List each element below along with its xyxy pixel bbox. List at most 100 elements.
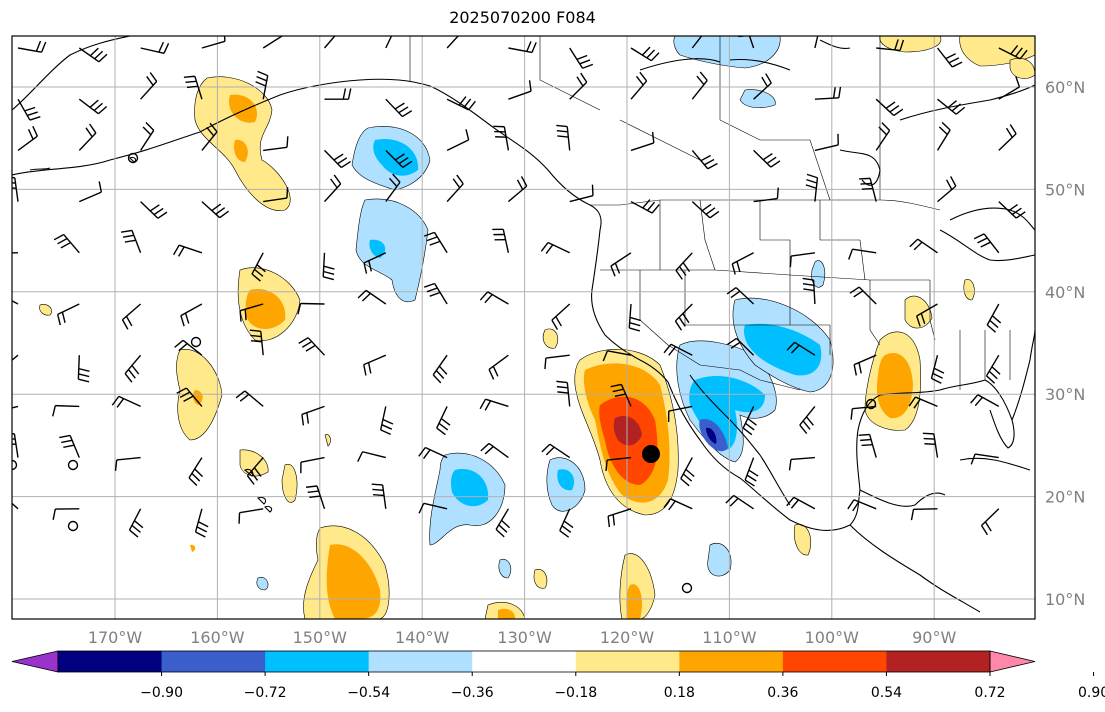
colorbar-swatch — [368, 651, 473, 672]
longitude-label: 150°W — [293, 628, 348, 647]
wind-barb — [172, 244, 203, 257]
wind-barb — [363, 354, 387, 376]
wind-barb — [910, 508, 938, 521]
colorbar-tick-label: −0.72 — [244, 685, 287, 701]
wind-barb — [876, 39, 905, 52]
wind-barb — [726, 337, 755, 356]
calm-circle — [67, 520, 79, 532]
wind-barb — [973, 233, 1000, 254]
wind-barb — [814, 133, 839, 152]
wind-barb — [124, 354, 142, 383]
wind-barb — [111, 395, 141, 408]
colorbar — [11, 650, 1036, 673]
calm-circle — [681, 582, 693, 594]
wind-barb — [507, 176, 528, 203]
wind-barb — [691, 71, 708, 100]
colorbar-swatch — [782, 651, 887, 672]
wind-barb — [488, 354, 509, 380]
wind-barb — [301, 405, 325, 426]
wind-barb — [322, 252, 335, 281]
wind-barb — [246, 457, 264, 485]
wind-barb — [480, 442, 509, 459]
colorbar-arrow-right — [989, 650, 1036, 673]
wind-barb — [255, 70, 269, 100]
wind-barb — [667, 405, 693, 423]
wind-barb — [249, 329, 264, 356]
colorbar-swatch — [575, 651, 680, 672]
colorbar-swatch — [161, 651, 266, 672]
wind-barb — [263, 187, 289, 203]
wind-barb — [691, 36, 703, 49]
wind-barb — [986, 303, 1002, 333]
wind-barb — [742, 406, 757, 436]
colorbar-swatch — [886, 651, 991, 672]
wind-barb — [492, 228, 510, 253]
calm-circle — [12, 459, 18, 471]
latitude-label: 10°N — [1045, 590, 1085, 609]
wind-barb — [610, 383, 632, 407]
wind-barb — [691, 201, 720, 219]
wind-barb — [674, 303, 693, 331]
wind-barb — [602, 350, 632, 362]
wind-barb — [423, 231, 448, 254]
colorbar-tick-label: −0.36 — [451, 685, 494, 701]
latitude-label: 30°N — [1045, 385, 1085, 404]
wind-barb — [985, 354, 1001, 384]
latitude-labels: 60°N 50°N 40°N 30°N 20°N 10°N — [1045, 78, 1085, 609]
wind-barb — [446, 174, 464, 203]
wind-barb — [12, 354, 19, 362]
wind-barb — [251, 252, 266, 282]
wind-barb — [970, 453, 999, 465]
wind-barb — [788, 456, 815, 471]
wind-barb — [786, 341, 816, 356]
wind-barb — [12, 252, 19, 254]
wind-barb — [263, 136, 289, 152]
wind-barb — [174, 339, 203, 356]
wind-barb — [569, 47, 594, 69]
wind-barbs — [12, 36, 1028, 538]
wind-barb — [998, 201, 1026, 219]
map-frame — [11, 35, 1036, 620]
wind-barb — [630, 46, 660, 62]
wind-barb — [300, 456, 325, 474]
wind-barb — [17, 40, 47, 53]
wind-barb — [909, 238, 938, 254]
wind-barb — [52, 508, 80, 520]
wind-barb — [121, 303, 142, 330]
wind-barb — [180, 303, 203, 327]
wind-barb — [59, 434, 80, 458]
wind-barb — [323, 36, 336, 49]
wind-barb — [916, 303, 938, 327]
wind-barb — [980, 508, 1000, 536]
wind-barb — [140, 122, 155, 151]
colorbar-arrow-left — [11, 650, 59, 673]
wind-barb — [858, 433, 877, 458]
wind-barb — [680, 457, 695, 487]
wind-barb — [53, 233, 80, 254]
longitude-label: 140°W — [395, 628, 450, 647]
longitude-label: 160°W — [190, 628, 245, 647]
colorbar-tick-labels: −0.90 −0.72 −0.54 −0.36 −0.18 0.18 0.36 0.54 0.7… — [140, 672, 1105, 701]
wind-barb — [479, 398, 509, 411]
wind-barb — [937, 176, 957, 203]
wind-barb — [385, 36, 393, 49]
wind-barb — [853, 354, 877, 376]
colorbar-tick-label: 0.90 — [1078, 685, 1105, 701]
wind-barb — [385, 149, 413, 168]
longitude-label: 120°W — [600, 628, 655, 647]
colorbar-tick-label: −0.18 — [554, 685, 597, 701]
markers — [12, 152, 877, 594]
colorbar-tick-label: 0.18 — [664, 685, 695, 701]
wind-barb — [859, 177, 877, 202]
wind-barb — [128, 508, 144, 538]
colorbar-frame — [57, 650, 991, 673]
wind-barb — [432, 354, 448, 384]
wind-barb — [12, 176, 19, 202]
wind-barb — [78, 47, 108, 63]
wind-barb — [201, 122, 218, 151]
political-borders — [409, 36, 1011, 391]
longitude-label: 110°W — [702, 628, 757, 647]
longitude-labels: 170°W 160°W 150°W 140°W 130°W 120°W 110°W 100°W… — [88, 628, 957, 647]
